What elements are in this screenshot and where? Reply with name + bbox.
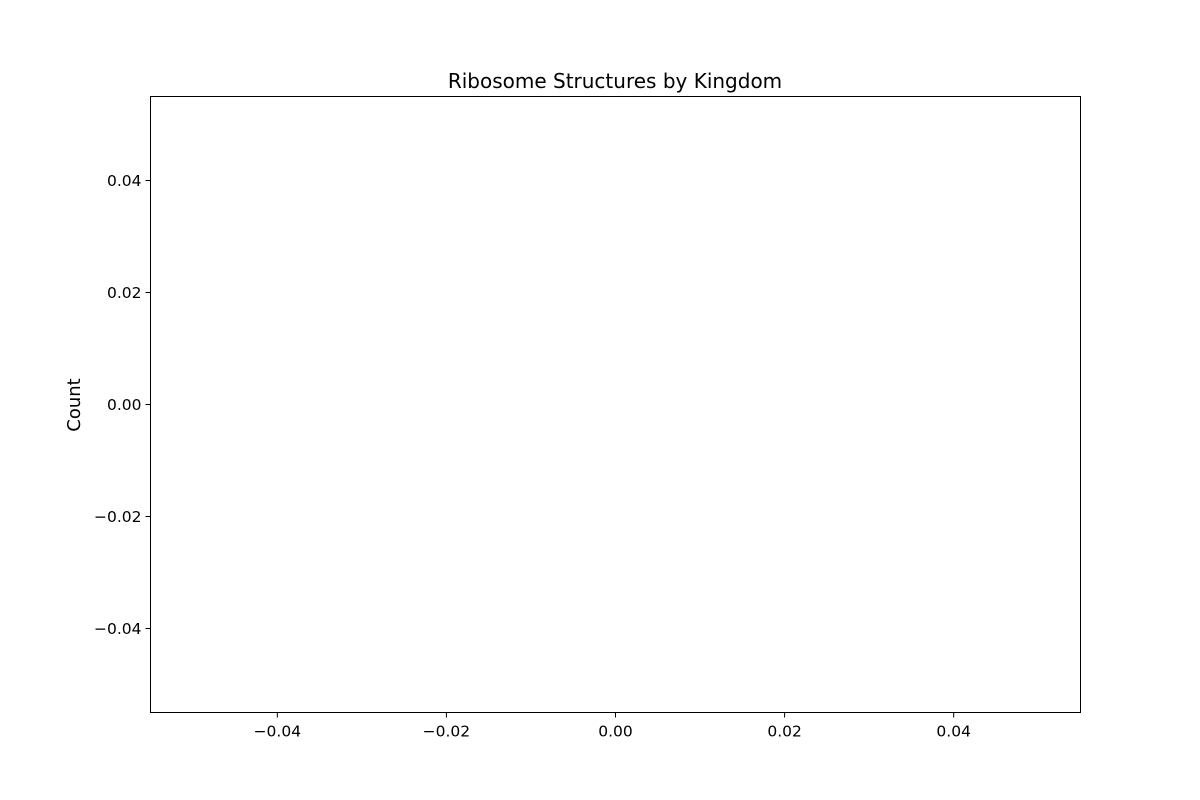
chart-title: Ribosome Structures by Kingdom (448, 69, 782, 93)
y-tick-label: −0.04 (94, 620, 142, 638)
y-axis-label: Count (64, 378, 85, 431)
x-tick-label: 0.04 (936, 723, 971, 741)
y-tick-label: 0.00 (107, 396, 142, 414)
x-tick-label: −0.02 (423, 723, 471, 741)
y-tick-label: −0.02 (94, 508, 142, 526)
y-axis-ticks: 0.04 0.02 0.00 −0.02 −0.04 (94, 172, 151, 638)
plot-area (150, 96, 1081, 713)
x-axis-ticks: −0.04 −0.02 0.00 0.02 0.04 (254, 712, 971, 741)
x-tick-label: 0.00 (598, 723, 633, 741)
x-tick-label: 0.02 (767, 723, 802, 741)
x-tick-label: −0.04 (254, 723, 302, 741)
y-tick-label: 0.04 (107, 172, 142, 190)
y-tick-label: 0.02 (107, 284, 142, 302)
